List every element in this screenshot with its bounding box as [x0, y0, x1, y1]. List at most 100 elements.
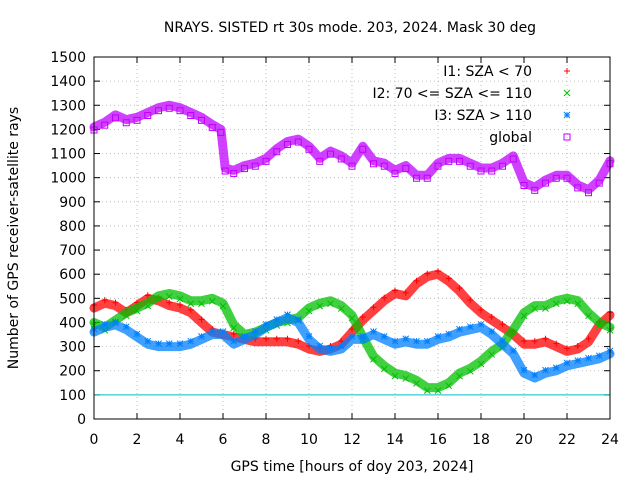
data-point [413, 380, 420, 387]
data-point [263, 335, 269, 342]
data-point [221, 167, 229, 175]
data-point [217, 128, 225, 136]
data-point [219, 302, 227, 310]
data-point [445, 157, 453, 165]
legend-marker [563, 111, 571, 119]
data-point [509, 155, 517, 163]
y-axis: 0 100 200 300 400 500 600 700 800 900 1000 1100 1200… [50, 50, 610, 428]
data-point [241, 333, 248, 340]
data-point [434, 333, 442, 340]
data-point [316, 342, 324, 350]
data-point [413, 337, 420, 345]
data-point [574, 343, 581, 350]
x-tick-label: 10 [300, 432, 318, 448]
y-tick-label: 500 [59, 291, 86, 307]
data-point [284, 140, 291, 148]
data-point [563, 111, 571, 119]
data-point [273, 335, 280, 342]
data-point [230, 169, 238, 177]
data-point [230, 324, 238, 332]
data-point [176, 107, 184, 115]
data-point [423, 387, 431, 394]
data-point [165, 104, 173, 112]
data-point [402, 289, 409, 296]
data-point [595, 322, 603, 329]
x-tick-label: 8 [262, 432, 271, 448]
legend-label: I3: SZA > 110 [434, 108, 532, 124]
data-point [477, 167, 485, 175]
data-point [478, 306, 484, 313]
data-point [413, 174, 420, 182]
data-point [542, 366, 549, 374]
y-tick-label: 1100 [50, 147, 86, 163]
data-point [380, 333, 388, 340]
data-point [133, 330, 141, 338]
y-tick-label: 800 [59, 219, 86, 235]
data-point [434, 162, 442, 170]
data-point [359, 145, 367, 153]
data-point [380, 365, 388, 373]
data-point [165, 340, 173, 347]
data-point [284, 311, 291, 318]
data-point [531, 371, 539, 379]
data-point [112, 299, 119, 306]
y-tick-label: 1400 [50, 74, 86, 90]
x-tick-label: 12 [343, 432, 361, 448]
data-point [155, 295, 162, 303]
data-point [370, 328, 377, 335]
data-point [413, 277, 420, 284]
data-point [251, 328, 259, 335]
data-point [542, 305, 549, 312]
data-point [337, 342, 345, 350]
legend-marker [564, 68, 570, 74]
data-point [295, 338, 302, 345]
legend: I1: SZA < 70 I2: 70 <= SZA <= 110 I3: SZA … [372, 64, 571, 146]
data-point [477, 320, 485, 328]
plot-frame [93, 56, 611, 420]
series-4 [89, 100, 615, 197]
data-point [187, 300, 195, 308]
data-point [101, 121, 109, 129]
y-tick-label: 600 [59, 267, 86, 283]
data-point [305, 145, 313, 153]
data-point [424, 270, 431, 277]
grid [94, 57, 610, 419]
x-tick-label: 16 [429, 432, 447, 448]
data-point [122, 119, 130, 127]
data-point [520, 312, 528, 320]
data-point [251, 162, 259, 170]
data-point [294, 138, 302, 146]
data-point [542, 335, 549, 342]
data-point [585, 312, 592, 320]
data-point [488, 314, 495, 321]
data-point [144, 112, 152, 120]
data-point [456, 157, 463, 165]
data-point [122, 312, 130, 320]
data-point [187, 306, 194, 313]
x-tick-label: 22 [558, 432, 576, 448]
series-3 [89, 311, 615, 383]
data-point [585, 335, 592, 342]
data-point [230, 330, 237, 337]
data-point [520, 181, 528, 189]
data-point [595, 352, 603, 360]
data-point [101, 320, 109, 328]
y-tick-label: 1500 [50, 50, 86, 66]
data-point [165, 293, 173, 300]
data-point [133, 307, 141, 315]
data-point [563, 297, 571, 305]
data-point [230, 337, 238, 345]
data-point [187, 337, 195, 345]
data-point [553, 340, 560, 347]
data-point [348, 162, 356, 170]
data-point [563, 359, 571, 367]
data-point [208, 124, 216, 132]
data-point [509, 329, 517, 337]
data-point [391, 372, 399, 380]
data-point [112, 114, 119, 122]
data-point [585, 189, 592, 197]
x-tick-label: 14 [386, 432, 404, 448]
data-point [456, 325, 463, 333]
x-axis-label: GPS time [hours of doy 203, 2024] [231, 459, 474, 475]
